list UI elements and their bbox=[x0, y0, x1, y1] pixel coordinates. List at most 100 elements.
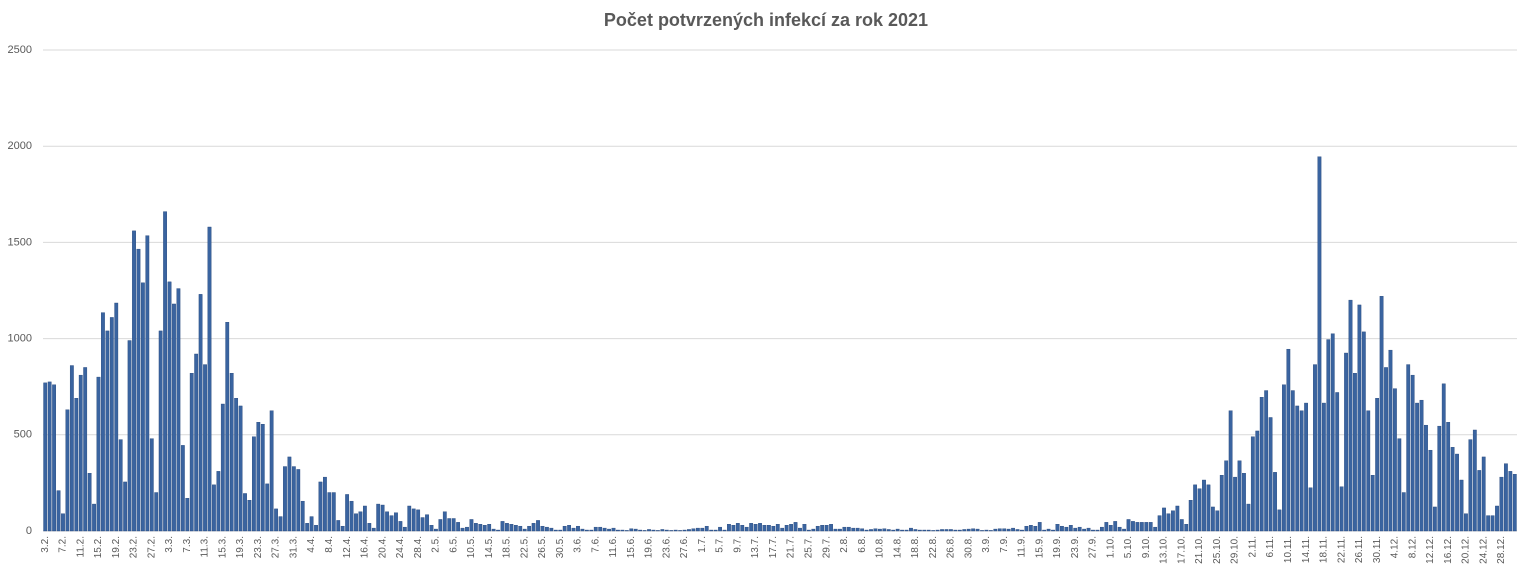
bar bbox=[460, 527, 465, 532]
bar bbox=[1215, 510, 1220, 532]
bar bbox=[1135, 522, 1140, 532]
bar bbox=[367, 523, 372, 532]
bar bbox=[1481, 456, 1486, 532]
bar bbox=[1335, 392, 1340, 532]
x-tick-label: 28.12. bbox=[1496, 536, 1507, 564]
x-tick-label: 10.5. bbox=[466, 536, 477, 558]
y-tick-label: 2500 bbox=[8, 44, 32, 56]
bar bbox=[1361, 331, 1366, 532]
bar bbox=[469, 519, 474, 532]
bar bbox=[1428, 449, 1433, 532]
bar bbox=[798, 527, 802, 532]
bar bbox=[358, 511, 363, 532]
bar bbox=[194, 353, 199, 532]
bar bbox=[922, 529, 927, 532]
bar bbox=[1144, 522, 1149, 532]
bar bbox=[1375, 398, 1380, 532]
x-tick-label: 23.3. bbox=[253, 536, 264, 558]
bar bbox=[1304, 402, 1308, 532]
x-tick-label: 14.11. bbox=[1301, 536, 1312, 563]
bar bbox=[256, 422, 261, 532]
bar bbox=[878, 528, 882, 532]
bar bbox=[123, 481, 128, 532]
bar bbox=[1148, 522, 1153, 532]
bar bbox=[127, 340, 132, 532]
bar bbox=[243, 493, 247, 532]
y-tick-label: 500 bbox=[14, 429, 32, 441]
x-tick-label: 27.2. bbox=[146, 536, 157, 558]
bar bbox=[56, 490, 61, 532]
bar bbox=[571, 527, 576, 532]
bar bbox=[975, 528, 980, 532]
bar bbox=[846, 526, 851, 532]
bar bbox=[864, 529, 869, 532]
bar bbox=[567, 525, 571, 532]
bar bbox=[238, 405, 243, 532]
bar bbox=[1393, 388, 1397, 532]
bar bbox=[1468, 439, 1473, 532]
x-tick-label: 21.7. bbox=[786, 536, 797, 558]
bar bbox=[380, 504, 385, 532]
bar bbox=[394, 512, 398, 532]
bar bbox=[664, 529, 669, 532]
bar bbox=[1255, 430, 1260, 532]
x-tick-label: 6.8. bbox=[857, 536, 868, 553]
bar bbox=[189, 373, 194, 532]
chart-title: Počet potvrzených infekcí za rok 2021 bbox=[604, 10, 928, 30]
bar bbox=[917, 529, 922, 532]
bar bbox=[114, 302, 119, 532]
bar bbox=[731, 525, 736, 532]
bar bbox=[744, 526, 749, 532]
bar bbox=[407, 505, 412, 532]
bar bbox=[451, 518, 456, 532]
x-tick-label: 14.5. bbox=[484, 536, 495, 558]
bar bbox=[1006, 528, 1011, 532]
x-tick-label: 9.7. bbox=[732, 536, 743, 553]
bar bbox=[269, 410, 274, 532]
bar bbox=[1153, 526, 1158, 532]
bar bbox=[1193, 484, 1198, 532]
bar bbox=[149, 438, 154, 532]
bar bbox=[1024, 525, 1029, 532]
x-tick-label: 13.10. bbox=[1159, 536, 1170, 564]
bar bbox=[611, 527, 616, 532]
bar bbox=[651, 529, 656, 532]
bar bbox=[318, 481, 323, 532]
bar bbox=[740, 525, 745, 532]
x-tick-label: 8.12. bbox=[1407, 536, 1418, 558]
bar bbox=[482, 525, 487, 532]
bar bbox=[456, 522, 461, 532]
bar bbox=[886, 529, 891, 532]
bar bbox=[780, 527, 785, 532]
bar bbox=[1366, 410, 1371, 532]
bar bbox=[376, 503, 381, 532]
bar bbox=[909, 527, 913, 532]
bar bbox=[247, 500, 252, 532]
bar bbox=[473, 523, 478, 532]
bar bbox=[531, 523, 536, 532]
bar bbox=[1326, 339, 1331, 532]
bar bbox=[855, 527, 860, 532]
bar bbox=[820, 525, 825, 532]
x-tick-label: 13.7. bbox=[750, 536, 761, 558]
bar bbox=[1051, 529, 1055, 532]
bar bbox=[278, 516, 283, 532]
bar bbox=[1313, 364, 1317, 532]
bar bbox=[1441, 383, 1446, 532]
bar bbox=[1472, 429, 1477, 532]
bar bbox=[1495, 505, 1499, 532]
bar bbox=[252, 436, 256, 532]
bar bbox=[1086, 527, 1091, 532]
x-tick-label: 1.7. bbox=[697, 536, 708, 553]
bar bbox=[1321, 402, 1326, 532]
x-tick-label: 10.11. bbox=[1283, 536, 1294, 563]
bar bbox=[1188, 500, 1193, 532]
bar bbox=[105, 330, 110, 532]
bar bbox=[216, 471, 221, 532]
x-tick-label: 3.2. bbox=[40, 536, 51, 553]
x-tick-label: 7.9. bbox=[999, 536, 1010, 553]
bar bbox=[425, 514, 429, 532]
bar bbox=[727, 524, 731, 532]
bar bbox=[92, 503, 96, 532]
y-tick-label: 2000 bbox=[8, 140, 32, 152]
